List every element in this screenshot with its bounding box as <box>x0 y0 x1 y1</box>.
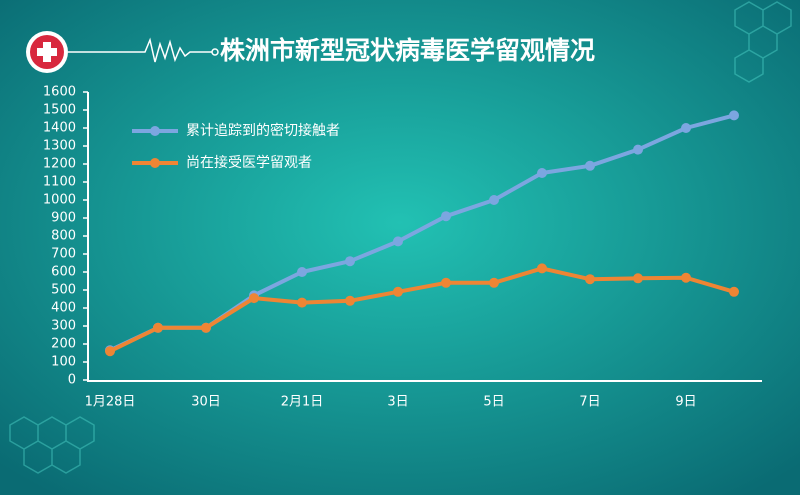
y-tick-label: 200 <box>51 337 76 352</box>
decor-hex <box>9 1 792 474</box>
point <box>489 277 499 288</box>
point <box>633 273 643 284</box>
point <box>537 168 547 178</box>
x-tick-label: 7日 <box>579 395 600 410</box>
point <box>153 322 163 333</box>
y-tick-label: 800 <box>51 229 76 244</box>
y-tick-label: 500 <box>51 283 76 298</box>
point <box>201 322 211 333</box>
y-tick-label: 300 <box>51 319 76 334</box>
point <box>297 267 307 277</box>
legend-marker <box>150 126 160 136</box>
legend-label: 尚在接受医学留观者 <box>186 154 312 171</box>
point <box>489 195 499 205</box>
series-line <box>109 266 735 353</box>
point <box>441 211 451 222</box>
y-tick-label: 900 <box>51 211 76 226</box>
y-tick-label: 0 <box>68 373 76 388</box>
point <box>393 236 403 247</box>
y-tick-label: 700 <box>51 247 76 262</box>
y-tick-label: 1500 <box>43 103 76 118</box>
point <box>633 144 643 155</box>
x-tick-label: 2月1日 <box>281 395 324 410</box>
ecg-line <box>68 37 212 63</box>
y-tick-label: 1200 <box>43 157 76 172</box>
legend-marker <box>150 158 160 168</box>
y-tick-label: 100 <box>51 355 76 370</box>
y-tick-label: 1300 <box>43 139 76 154</box>
y-tick-label: 1100 <box>43 175 76 190</box>
y-tick-label: 400 <box>51 301 76 316</box>
y-tick-label: 1600 <box>43 85 76 100</box>
point <box>297 297 307 308</box>
point <box>393 286 403 297</box>
x-tick-label: 30日 <box>191 395 221 410</box>
legend-label: 累计追踪到的密切接触者 <box>186 122 340 139</box>
point <box>585 274 595 285</box>
x-tick-label: 5日 <box>483 395 504 410</box>
y-tick-label: 1000 <box>43 193 76 208</box>
point <box>345 256 355 267</box>
x-tick-label: 1月28日 <box>85 395 136 410</box>
point <box>585 160 595 171</box>
point <box>729 110 739 121</box>
y-tick-label: 600 <box>51 265 76 280</box>
point <box>681 123 691 133</box>
point <box>537 263 547 274</box>
point <box>105 346 115 357</box>
x-tick-label: 9日 <box>675 395 696 410</box>
chart-title: 株洲市新型冠状病毒医学留观情况 <box>220 36 595 65</box>
y-tick-label: 1400 <box>43 121 76 136</box>
point <box>249 293 259 304</box>
x-tick-label: 3日 <box>387 395 408 410</box>
medical-icon <box>26 31 68 73</box>
point <box>345 295 355 306</box>
ecg-dot <box>211 48 219 56</box>
point <box>441 277 451 288</box>
point <box>681 272 691 283</box>
point <box>729 286 739 297</box>
